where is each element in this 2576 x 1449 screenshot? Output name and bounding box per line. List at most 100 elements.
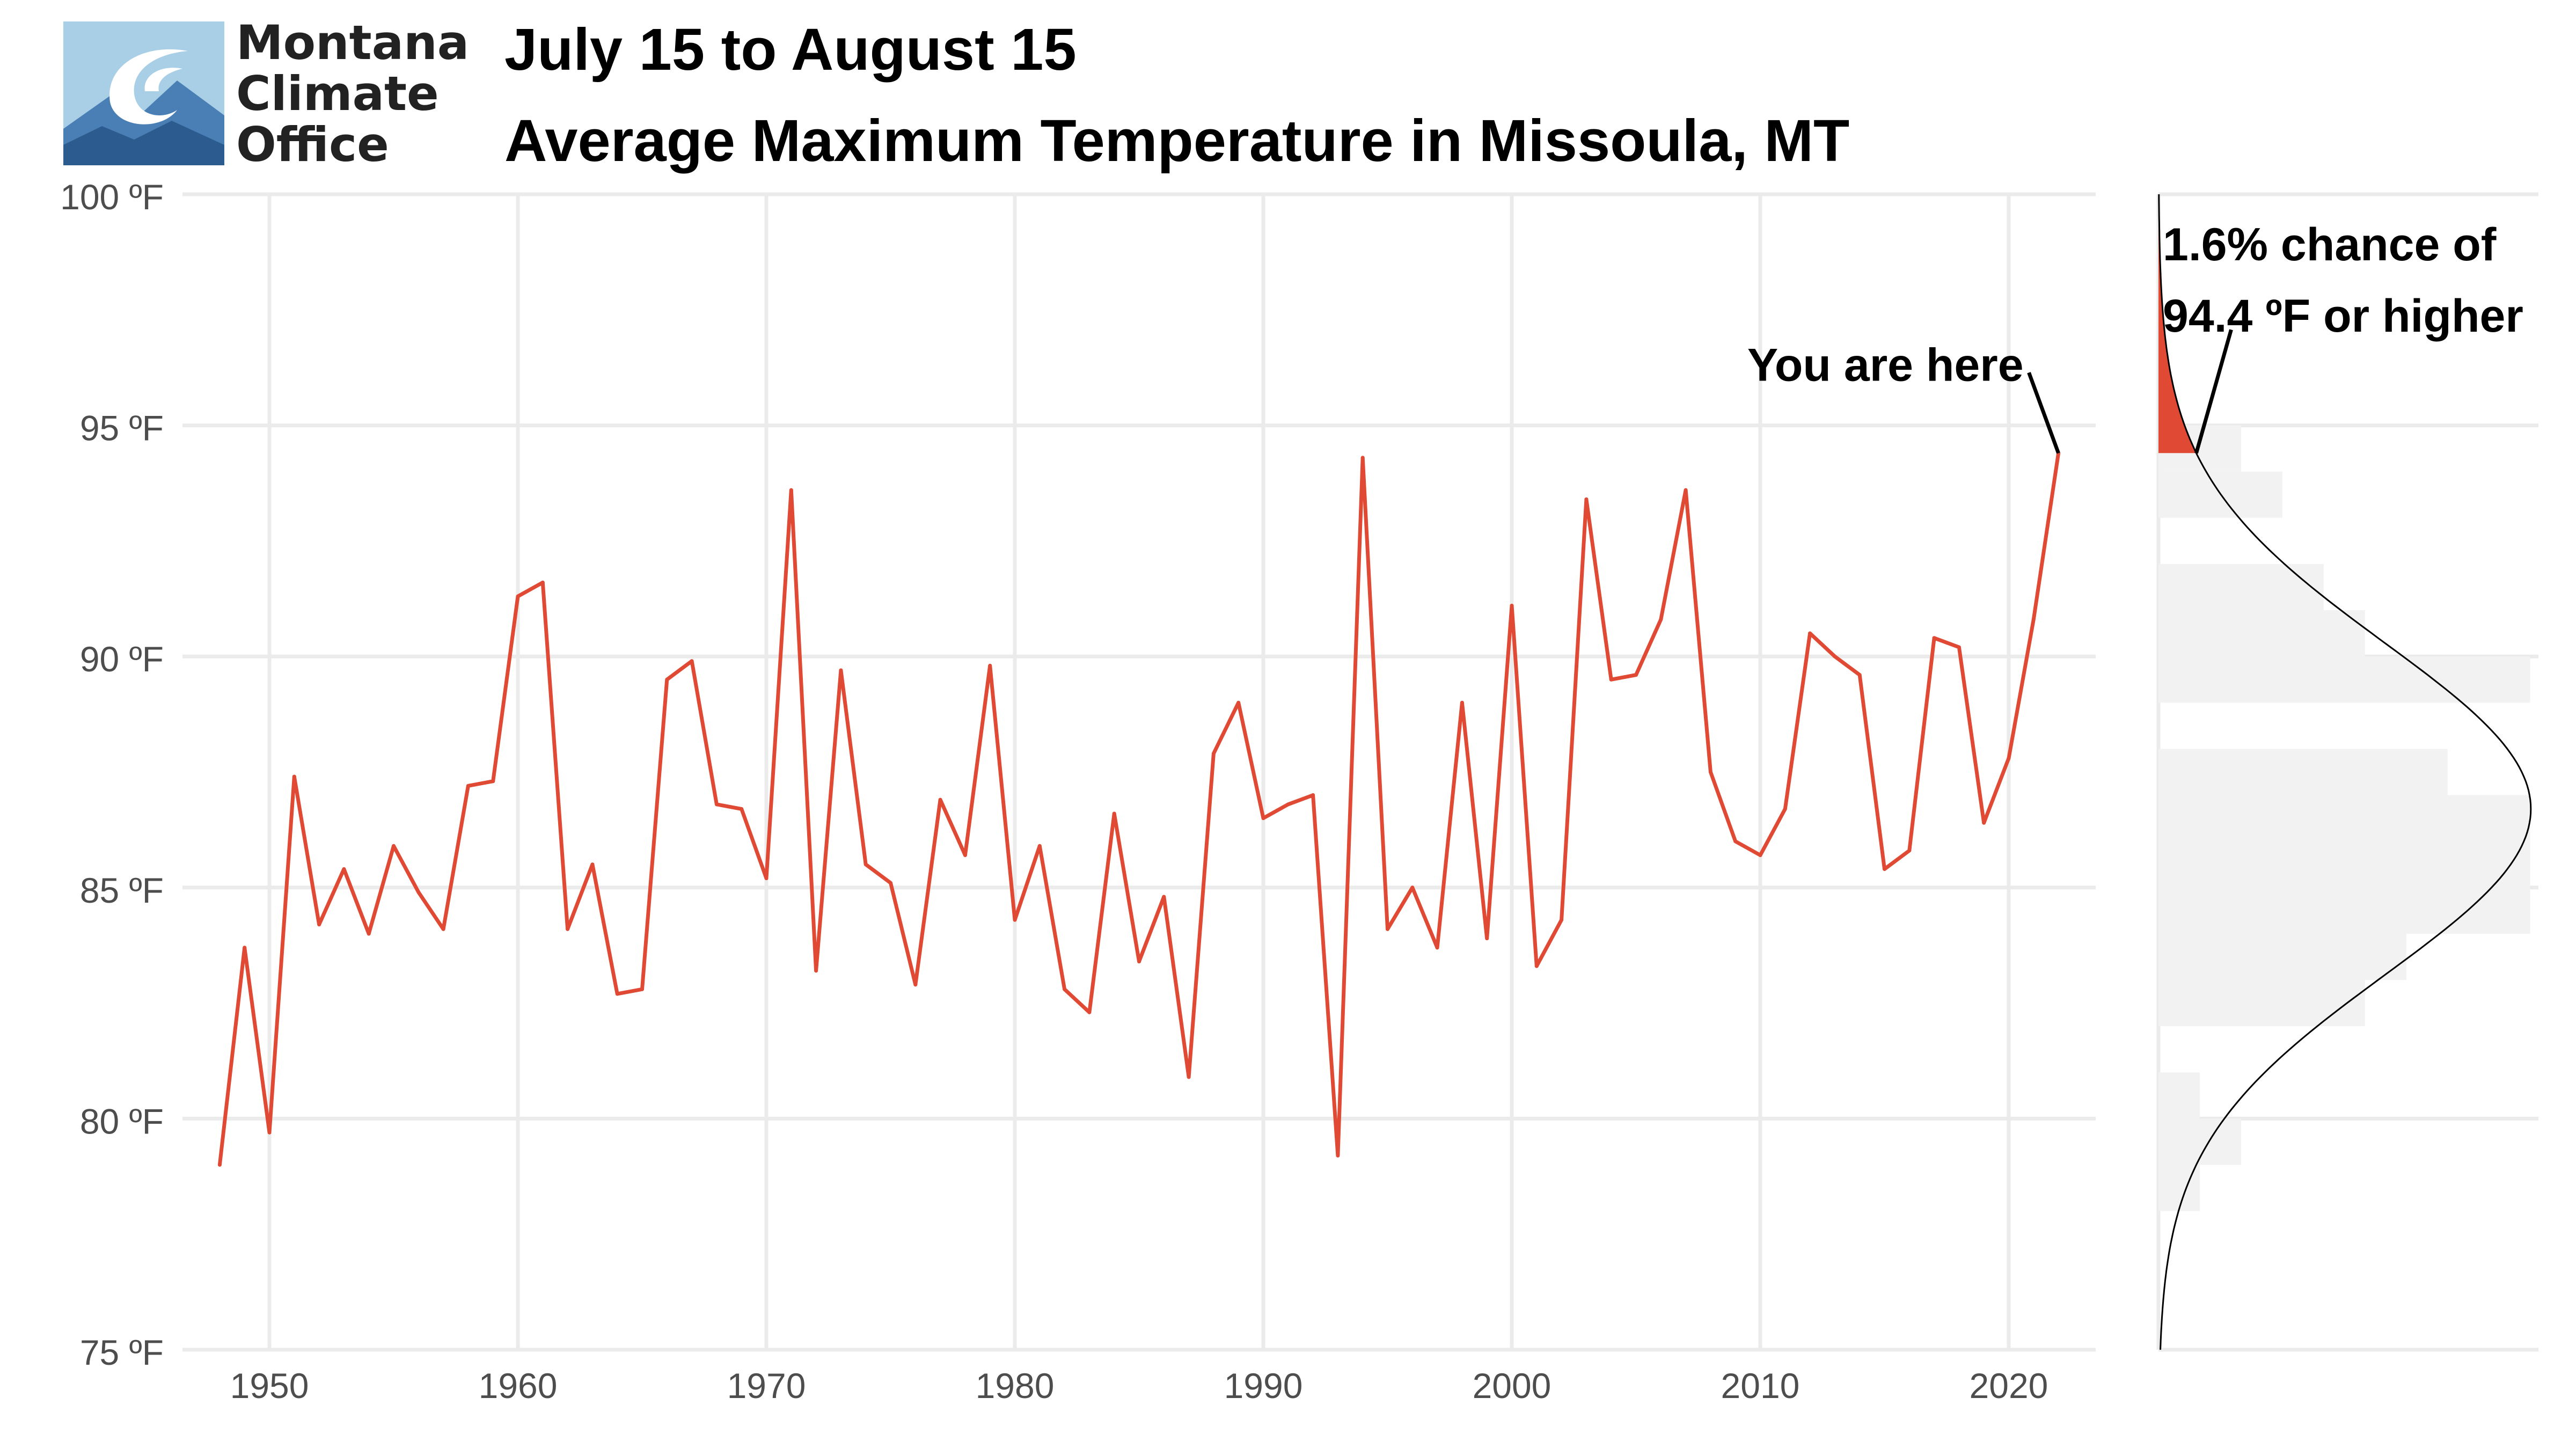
- data-point: [292, 774, 296, 779]
- data-point: [988, 663, 992, 668]
- data-point: [640, 987, 645, 991]
- montana-climate-office-logo: Montana Climate Office: [63, 15, 469, 172]
- data-point: [516, 594, 520, 598]
- x-tick-label: 1960: [479, 1366, 558, 1406]
- histogram-bar: [2158, 610, 2365, 657]
- data-point: [740, 807, 744, 811]
- data-point: [1485, 936, 1489, 941]
- y-tick-label: 95 ºF: [80, 408, 164, 448]
- data-point: [1261, 816, 1265, 821]
- data-point: [1808, 631, 1812, 635]
- you-are-here-label: You are here: [1747, 339, 2024, 391]
- data-point: [1684, 488, 1688, 492]
- chance-label-line-2: 94.4 ºF or higher: [2163, 290, 2523, 342]
- data-point: [690, 659, 694, 663]
- data-point: [1659, 617, 1663, 621]
- data-point: [1708, 770, 1713, 774]
- data-point: [267, 1130, 272, 1135]
- data-point: [590, 862, 595, 867]
- logo-mountain-front: [63, 121, 224, 165]
- temperature-series-points: [217, 451, 2061, 1167]
- data-point: [1833, 654, 1837, 658]
- data-point: [1857, 673, 1862, 677]
- logo-text-line-2: Climate: [236, 66, 439, 121]
- data-point: [317, 923, 321, 927]
- data-point: [466, 784, 470, 788]
- data-point: [1783, 807, 1787, 811]
- logo-text-line-3: Office: [236, 117, 389, 172]
- normal-fit-curve: [2158, 194, 2532, 1350]
- data-point: [2007, 756, 2011, 760]
- you-are-here-pointer: [2027, 372, 2060, 454]
- data-point: [1410, 885, 1415, 890]
- chart-subtitle: Average Maximum Temperature in Missoula,…: [504, 108, 1849, 174]
- histogram-bar: [2158, 1072, 2200, 1119]
- histogram-bar: [2158, 841, 2530, 888]
- histogram-bars: [2158, 425, 2530, 1211]
- x-tick-label: 1970: [727, 1366, 806, 1406]
- data-point: [491, 779, 495, 784]
- y-tick-label: 75 ºF: [80, 1333, 164, 1372]
- data-point: [441, 927, 445, 931]
- data-point: [1560, 918, 1564, 922]
- data-point: [1634, 673, 1638, 677]
- chart-title: July 15 to August 15: [504, 17, 1077, 83]
- data-point: [863, 862, 868, 867]
- x-tick-label: 2000: [1473, 1366, 1552, 1406]
- data-point: [1733, 839, 1738, 844]
- data-point: [342, 867, 346, 871]
- x-tick-label: 2010: [1721, 1366, 1800, 1406]
- histogram-bar: [2158, 933, 2406, 980]
- data-point: [367, 932, 371, 936]
- chance-label-line-1: 1.6% chance of: [2163, 219, 2497, 270]
- data-point: [789, 488, 793, 492]
- data-point: [1311, 793, 1315, 797]
- data-point: [1112, 811, 1116, 816]
- data-point: [1584, 497, 1589, 501]
- data-point: [1609, 677, 1613, 682]
- data-point: [243, 946, 247, 950]
- data-point: [1063, 987, 1067, 991]
- histogram-bar: [2158, 749, 2448, 795]
- data-point: [814, 969, 818, 973]
- main-plot-gridlines: [182, 192, 2096, 1352]
- y-tick-label: 90 ºF: [80, 639, 164, 679]
- x-tick-label: 2020: [1970, 1366, 2048, 1406]
- data-point: [889, 881, 893, 885]
- data-point: [392, 844, 396, 848]
- data-point: [1932, 636, 1936, 640]
- data-point: [2031, 617, 2036, 621]
- data-point: [540, 580, 545, 584]
- chance-pointer: [2194, 329, 2233, 454]
- x-tick-label: 1980: [976, 1366, 1055, 1406]
- data-point: [1211, 751, 1216, 756]
- data-point: [1360, 456, 1365, 460]
- data-point: [1037, 844, 1042, 848]
- data-point: [1435, 946, 1439, 950]
- data-point: [1534, 964, 1539, 968]
- data-point: [714, 802, 719, 807]
- data-point: [1510, 603, 1514, 608]
- x-tick-label: 1990: [1224, 1366, 1303, 1406]
- data-point: [1286, 802, 1290, 807]
- data-point: [1236, 700, 1241, 705]
- data-point: [1758, 853, 1762, 858]
- histogram-bar: [2158, 795, 2530, 841]
- logo-swirl-icon: [109, 49, 188, 125]
- y-tick-label: 85 ºF: [80, 870, 164, 910]
- y-tick-label: 80 ºF: [80, 1101, 164, 1141]
- data-point: [839, 668, 843, 672]
- data-point: [1460, 700, 1464, 705]
- histogram-bar: [2158, 980, 2365, 1027]
- data-point: [1907, 848, 1912, 853]
- x-tick-label: 1950: [230, 1366, 309, 1406]
- data-point: [1336, 1153, 1340, 1158]
- data-point: [217, 1163, 222, 1167]
- data-point: [913, 983, 918, 987]
- data-point: [764, 876, 769, 881]
- histogram-bar: [2158, 656, 2530, 703]
- data-point: [938, 797, 942, 802]
- data-point: [1137, 960, 1141, 964]
- data-point: [1385, 927, 1389, 931]
